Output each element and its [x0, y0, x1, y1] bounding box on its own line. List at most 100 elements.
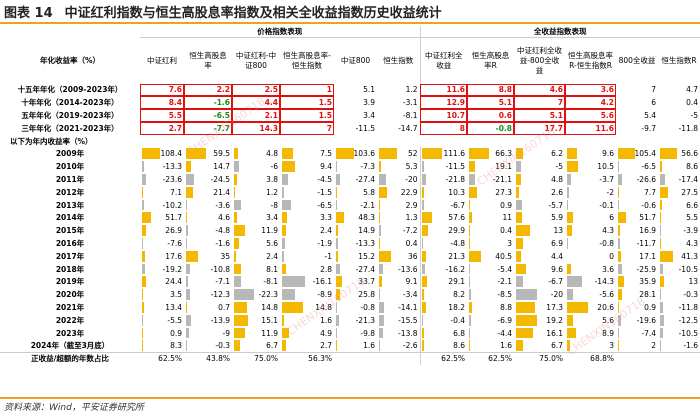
- footer-value: 43.8%: [184, 351, 232, 366]
- year-label: 2009年: [55, 149, 85, 159]
- year-value-cell: 11.9: [232, 224, 280, 237]
- footer-value: [334, 351, 377, 366]
- value-text: -13.9: [210, 315, 230, 325]
- value-text: 1.2: [405, 85, 418, 95]
- value-text: 19.2: [546, 315, 563, 325]
- value-text: 9.4: [320, 162, 332, 172]
- data-bar: [468, 263, 471, 275]
- year-row: 2013年 -10.2 -3.6 -8 -6.5 -2.1 2.9 -6.7 0.9 -5.7 -0…: [0, 198, 700, 212]
- year-value-cell: 36: [377, 250, 420, 263]
- annualized-value: 7: [616, 84, 658, 97]
- year-value-cell: 66.3: [467, 147, 514, 160]
- annualized-value: 2.2: [184, 83, 232, 97]
- value-text: 8: [459, 123, 465, 133]
- year-value-cell: 26.9: [140, 224, 184, 237]
- data-bar: [516, 250, 521, 262]
- value-text: 4.8: [266, 149, 278, 159]
- year-value-cell: 8.3: [140, 339, 184, 352]
- value-text: -1.6: [683, 341, 698, 351]
- data-bar: [422, 238, 424, 249]
- value-text: 8.6: [686, 162, 698, 172]
- year-value-cell: 0.4: [467, 224, 514, 237]
- year-value-cell: 21.3: [419, 249, 467, 263]
- source-note: 资料来源：Wind，平安证券研究所: [4, 403, 144, 413]
- year-label: 2021年: [55, 302, 85, 312]
- year-value-cell: 48.3: [334, 211, 377, 224]
- year-value-cell: 4.9: [280, 327, 334, 340]
- data-bar: [141, 148, 161, 160]
- data-bar: [567, 289, 573, 301]
- figure-title: 中证红利指数与恒生高股息率指数及相关全收益指数历史收益统计: [64, 5, 442, 21]
- year-row: 2014年 51.7 4.6 3.4 3.3 48.3 1.3 57.6 11 5.9 6 51.7 5…: [0, 211, 700, 225]
- value-text: 4.7: [686, 85, 698, 95]
- data-bar: [185, 276, 189, 288]
- year-value-cell: -9.8: [334, 327, 377, 340]
- year-value-cell: -12.5: [658, 314, 700, 327]
- year-value-cell: -21.8: [419, 173, 467, 186]
- value-text: 59.5: [213, 149, 230, 159]
- year-value-cell: 51.7: [140, 211, 184, 224]
- annualized-value: -14.7: [377, 122, 420, 135]
- year-value-cell: -2.1: [467, 275, 514, 288]
- year-value-cell: -0.3: [184, 339, 232, 352]
- data-bar: [567, 263, 571, 275]
- year-value-cell: 7.1: [140, 186, 184, 199]
- value-text: 35: [220, 251, 230, 261]
- data-bar: [567, 212, 574, 224]
- annualized-value: -9.7: [616, 122, 658, 135]
- data-bar: [233, 276, 242, 288]
- value-text: 17.1: [639, 251, 656, 261]
- column-header: 恒生指数R: [661, 55, 697, 65]
- year-value-cell: -5.7: [514, 199, 565, 212]
- annualized-value: 14.3: [232, 121, 280, 135]
- year-value-cell: 3.8: [232, 173, 280, 186]
- annualized-value: -3.1: [377, 96, 420, 109]
- data-bar: [141, 199, 144, 211]
- data-bar: [516, 263, 527, 275]
- data-bar: [335, 314, 340, 326]
- value-text: 2.8: [320, 264, 332, 274]
- year-value-cell: 1.2: [232, 186, 280, 199]
- value-text: -27.4: [355, 174, 375, 184]
- value-text: 13: [688, 277, 698, 287]
- year-value-cell: -0.1: [565, 199, 616, 212]
- data-bar: [282, 225, 286, 237]
- year-value-cell: 10.3: [419, 185, 467, 199]
- value-text: 105.4: [634, 149, 656, 159]
- annualized-value: 2.7: [140, 121, 184, 135]
- year-value-cell: -13.8: [377, 327, 420, 340]
- data-bar: [185, 225, 188, 237]
- value-text: -21.3: [355, 315, 375, 325]
- annualized-value: 12.9: [419, 96, 467, 110]
- value-text: -0.8: [360, 302, 375, 312]
- yearly-section-label: 以下为年内收益率（%）: [10, 136, 93, 146]
- figure-number: 图表 14: [4, 5, 53, 21]
- value-text: -3.9: [683, 226, 698, 236]
- value-text: 4.3: [686, 238, 698, 248]
- year-value-cell: -9: [184, 327, 232, 340]
- value-text: 15.2: [358, 251, 375, 261]
- value-text: 1.5: [318, 98, 332, 108]
- value-text: -4.4: [497, 328, 512, 338]
- value-text: 4.8: [551, 174, 563, 184]
- year-value-cell: 52: [377, 147, 420, 160]
- year-value-cell: -1: [280, 250, 334, 263]
- data-bar: [378, 225, 382, 237]
- data-bar: [282, 174, 289, 185]
- value-text: 13: [553, 226, 563, 236]
- data-bar: [516, 340, 524, 351]
- data-bar: [567, 302, 589, 313]
- year-row: 2021年 13.4 0.7 14.8 14.8 -0.8 -14.1 18.2 8.8 17.3…: [0, 301, 700, 314]
- value-text: -13.3: [162, 162, 182, 172]
- value-text: -20: [405, 174, 418, 184]
- year-value-cell: 4.4: [514, 250, 565, 263]
- column-header: 中证红利全收益-800全收益: [517, 45, 562, 75]
- year-value-cell: 8.2: [419, 288, 467, 302]
- annualized-value: 1.5: [280, 96, 334, 110]
- value-text: 41.3: [681, 251, 698, 261]
- value-text: 16.9: [639, 226, 656, 236]
- year-value-cell: -4.5: [280, 173, 334, 186]
- column-header: 中证红利: [147, 55, 177, 65]
- data-bar: [282, 263, 287, 275]
- data-bar: [185, 289, 191, 301]
